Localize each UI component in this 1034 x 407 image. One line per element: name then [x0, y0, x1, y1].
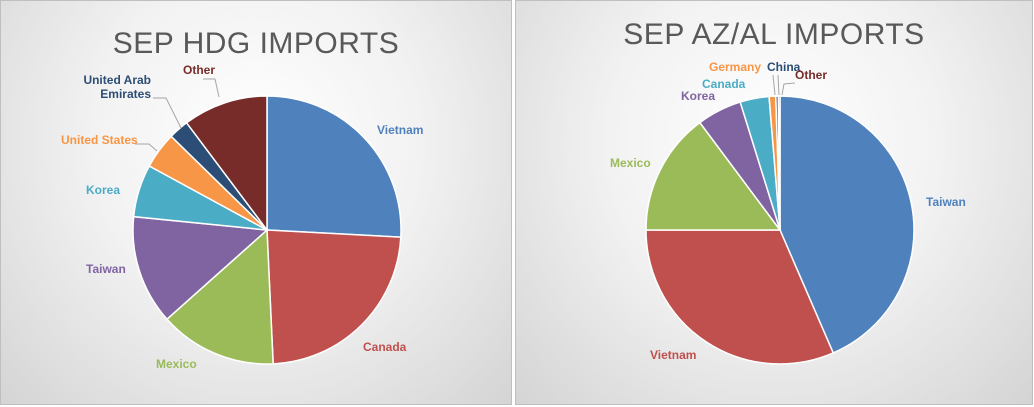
slice-label-united-states: United States — [61, 133, 138, 147]
slice-label-other: Other — [183, 63, 215, 77]
leader-line-china — [777, 74, 780, 96]
slice-label-united-arab-emirates: United Arab Emirates — [83, 73, 151, 101]
leader-line-other — [781, 82, 796, 96]
slice-label-canada: Canada — [702, 77, 746, 91]
leader-line-other — [203, 78, 220, 98]
chart-azal-imports: SEP AZ/AL IMPORTS Taiwan Vietnam Mexico Kor… — [515, 0, 1033, 405]
slice-label-germany: Germany — [709, 60, 761, 74]
slice-label-korea: Korea — [86, 183, 120, 197]
leader-line-germany — [772, 74, 776, 96]
slice-label-vietnam: Vietnam — [377, 123, 423, 137]
slice-label-vietnam: Vietnam — [650, 348, 696, 362]
pie-slice-canada — [266, 229, 402, 365]
chart-title-azal: SEP AZ/AL IMPORTS — [623, 18, 925, 51]
slice-label-taiwan: Taiwan — [86, 262, 126, 276]
pie-slice-other — [185, 95, 268, 233]
pie-slice-vietnam — [266, 95, 402, 238]
slice-label-china: China — [767, 60, 801, 74]
slice-label-mexico: Mexico — [156, 357, 197, 371]
pie-slice-vietnam — [645, 229, 835, 365]
pie-slice-mexico — [645, 121, 782, 231]
pie-hdg-svg: Vietnam Canada Mexico Taiwan Korea United Sta… — [61, 63, 423, 371]
pie-slice-mexico — [165, 228, 274, 365]
slice-label-other: Other — [795, 68, 827, 82]
leader-line-united-arab-emirates — [153, 97, 182, 129]
pie-slices — [645, 95, 915, 365]
pie-slice-taiwan — [779, 95, 915, 354]
pie-slices — [132, 95, 402, 365]
pie-slice-other — [777, 95, 781, 231]
slice-label-canada: Canada — [363, 340, 407, 354]
chart-title-hdg: SEP HDG IMPORTS — [112, 27, 400, 60]
leader-line-united-states — [135, 143, 158, 152]
chart-hdg-imports: SEP HDG IMPORTS Vietnam Canada Mexico Taiwa… — [0, 0, 512, 405]
pie-slice-taiwan — [132, 215, 269, 321]
slice-label-taiwan: Taiwan — [926, 195, 966, 209]
slice-label-mexico: Mexico — [610, 156, 651, 170]
slice-label-korea: Korea — [681, 89, 715, 103]
